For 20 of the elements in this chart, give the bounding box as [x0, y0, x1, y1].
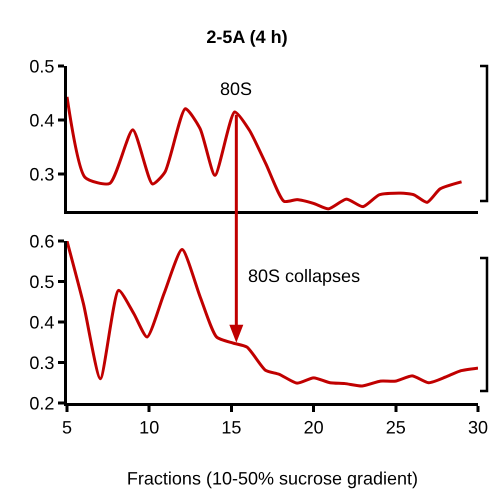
- x-tick-label: 15: [221, 418, 242, 438]
- x-tick-label: 25: [386, 418, 406, 438]
- x-axis-title: Fractions (10-50% sucrose gradient): [126, 468, 418, 489]
- y-tick-label: 0.4: [29, 312, 54, 332]
- annotation: 80S collapses: [248, 266, 360, 286]
- annotation: 80S: [220, 79, 252, 99]
- line-series: [67, 95, 464, 210]
- y-tick-label: 0.3: [29, 164, 54, 185]
- x-tick-label: 5: [62, 418, 72, 438]
- y-tick-label: 0.3: [29, 352, 54, 373]
- line-series: [67, 241, 478, 388]
- y-tick-label: 0.2: [29, 393, 54, 414]
- chart-title: 2-5A (4 h): [206, 27, 288, 48]
- y-tick-label: 0.6: [29, 231, 54, 252]
- x-tick-label: 20: [304, 418, 324, 438]
- x-tick-label: 10: [139, 418, 160, 438]
- y-tick-label: 0.5: [29, 272, 54, 292]
- x-tick-label: 30: [468, 418, 488, 438]
- y-tick-label: 0.5: [29, 56, 54, 76]
- y-tick-label: 0.4: [29, 110, 54, 130]
